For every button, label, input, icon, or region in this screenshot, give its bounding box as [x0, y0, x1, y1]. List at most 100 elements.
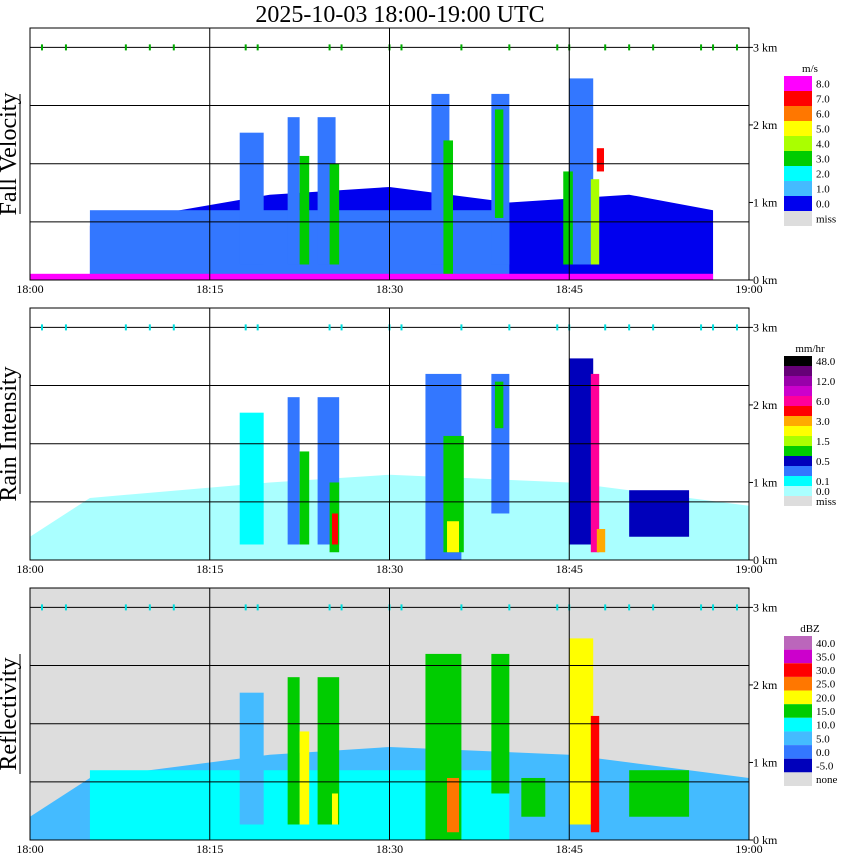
legend-label: 6.0 — [816, 396, 830, 408]
legend-swatch — [784, 436, 812, 446]
panels: 18:00 18:15 18:30 18:45 19:00 0 km 1 km 2 km 3 k… — [0, 27, 838, 856]
legend-label: 3.0 — [816, 154, 830, 166]
legend-label: 0.0 — [816, 199, 830, 211]
legend-unit: mm/hr — [795, 343, 825, 355]
height-tick-label: 1 km — [753, 195, 778, 209]
marker-17 — [628, 44, 631, 51]
legend-label: 0.0 — [816, 747, 830, 759]
height-tick-label: 0 km — [753, 553, 778, 567]
marker-14 — [556, 324, 559, 331]
marker-18 — [652, 604, 655, 611]
legend-label: 3.0 — [816, 416, 830, 428]
legend-label: 40.0 — [816, 638, 836, 650]
height-tick-label: 1 km — [753, 475, 778, 489]
legend-swatch — [784, 366, 812, 376]
panel-ylabel: Reflectivity — [0, 657, 22, 770]
legend-swatch — [784, 456, 812, 466]
height-tick-label: 2 km — [753, 398, 778, 412]
echo-cell-9 — [331, 793, 338, 825]
legend-swatch — [784, 91, 812, 106]
time-tick-label: 19:00 — [735, 842, 762, 856]
marker-3 — [124, 604, 127, 611]
panel-ylabel: Rain Intensity — [0, 366, 22, 501]
panel-reflectivity: 18:00 18:15 18:30 18:45 19:000 km 1 km 2 km 3 k… — [0, 587, 838, 856]
echo-cell-11 — [447, 521, 460, 553]
legend-label: 8.0 — [816, 79, 830, 91]
marker-9 — [340, 44, 343, 51]
echo-cell-9 — [329, 163, 340, 265]
marker-16 — [604, 324, 607, 331]
echo-cell-15 — [30, 273, 714, 280]
echo-cell-10 — [443, 140, 454, 280]
legend-swatch — [784, 676, 812, 691]
marker-12 — [460, 324, 463, 331]
height-tick-label: 2 km — [753, 678, 778, 692]
legend-swatch — [784, 704, 812, 718]
marker-11 — [400, 44, 403, 51]
echo-cell-11 — [590, 715, 600, 833]
marker-5 — [172, 604, 175, 611]
legend-swatch — [784, 76, 812, 91]
marker-5 — [172, 44, 175, 51]
legend-label: miss — [816, 496, 836, 508]
legend-swatch — [784, 636, 812, 650]
legend-label: -5.0 — [816, 761, 834, 773]
marker-16 — [604, 604, 607, 611]
echo-cell-14 — [596, 148, 605, 172]
legend-label: 25.0 — [816, 679, 836, 691]
echo-cell-4 — [317, 677, 340, 825]
plot-frame — [29, 27, 750, 281]
legend-swatch — [784, 106, 812, 121]
legend-swatch — [784, 496, 812, 506]
legend-label: miss — [816, 214, 836, 226]
echo-cell-6 — [569, 358, 594, 545]
height-tick-label: 0 km — [753, 273, 778, 287]
echo-cell-8 — [299, 155, 310, 265]
marker-8 — [328, 324, 331, 331]
time-tick-label: 18:00 — [16, 842, 43, 856]
echo-cell-12 — [629, 770, 690, 817]
legend-swatch — [784, 166, 812, 181]
marker-8 — [328, 44, 331, 51]
legend-label: 5.0 — [816, 733, 830, 745]
legend-label: 6.0 — [816, 109, 830, 121]
legend-swatch — [784, 649, 812, 664]
marker-11 — [400, 604, 403, 611]
legend-swatch — [784, 196, 812, 211]
marker-12 — [460, 44, 463, 51]
marker-3 — [124, 324, 127, 331]
legend-swatch — [784, 446, 812, 456]
legend-label: 20.0 — [816, 692, 836, 704]
legend-swatch — [784, 426, 812, 436]
marker-14 — [556, 44, 559, 51]
echo-cell-7 — [569, 78, 594, 265]
echo-cell-15 — [629, 490, 690, 537]
legend-swatch — [784, 466, 812, 476]
legend-label: none — [816, 774, 838, 786]
echo-cell-13 — [590, 373, 600, 553]
marker-13 — [508, 324, 511, 331]
marker-3 — [124, 44, 127, 51]
marker-19 — [700, 324, 703, 331]
time-tick-label: 18:15 — [196, 282, 223, 296]
echo-cell-3 — [287, 677, 300, 825]
time-tick-label: 18:45 — [556, 282, 583, 296]
panel-velocity: 18:00 18:15 18:30 18:45 19:000 km 1 km 2 km 3 k… — [0, 27, 836, 296]
marker-17 — [628, 604, 631, 611]
marker-21 — [736, 324, 739, 331]
marker-2 — [64, 604, 67, 611]
marker-9 — [340, 604, 343, 611]
marker-8 — [328, 604, 331, 611]
panel-ylabel: Fall Velocity — [0, 93, 22, 216]
marker-2 — [64, 324, 67, 331]
legend-swatch — [784, 416, 812, 426]
marker-17 — [628, 324, 631, 331]
time-tick-label: 18:15 — [196, 842, 223, 856]
plot-frame — [29, 307, 750, 561]
legend-swatch — [784, 476, 812, 486]
marker-12 — [460, 604, 463, 611]
marker-7 — [256, 604, 259, 611]
time-tick-label: 18:30 — [376, 282, 403, 296]
marker-16 — [604, 44, 607, 51]
height-tick-label: 3 km — [753, 600, 778, 614]
